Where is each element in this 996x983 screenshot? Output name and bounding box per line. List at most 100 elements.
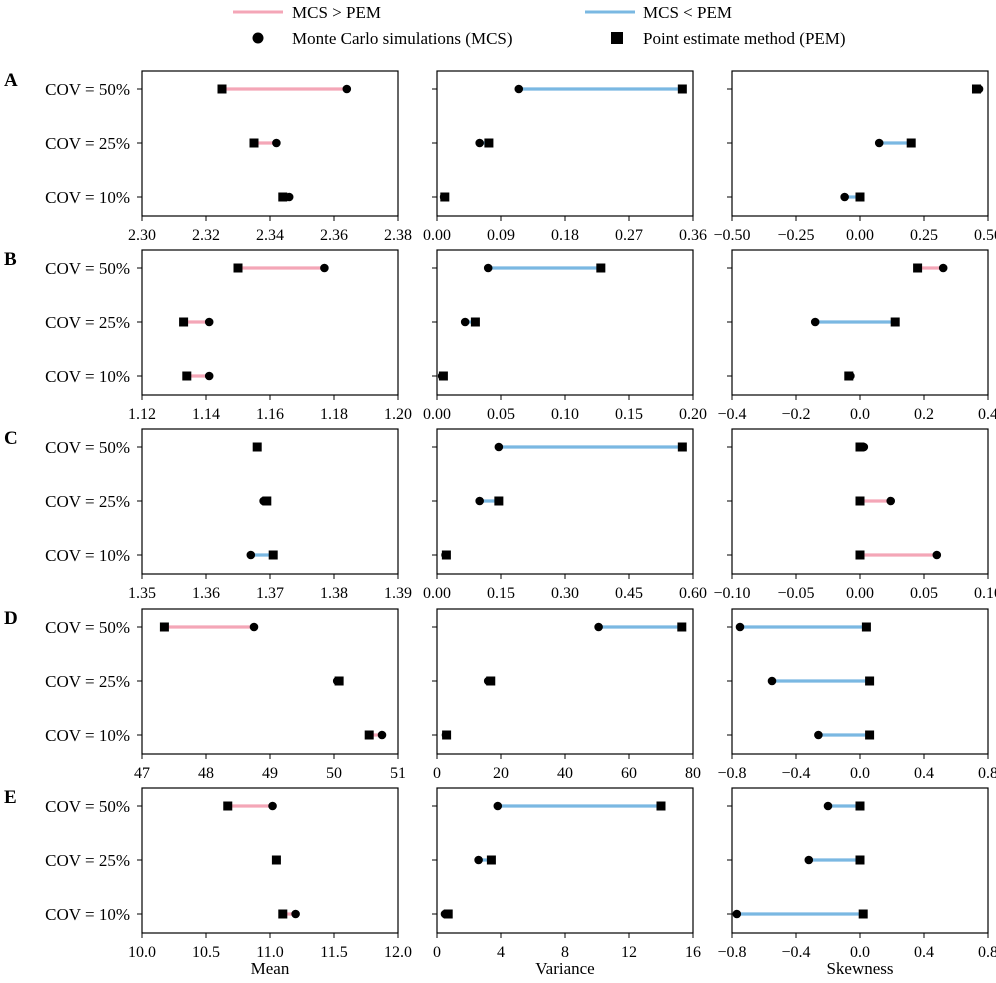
mcs-marker xyxy=(439,192,449,202)
plot-E-mean: 10.0 10.5 11.0 11.5 12.0 COV = 50% COV = 25% CO… xyxy=(45,787,412,961)
pem-marker xyxy=(855,855,865,865)
pem-marker xyxy=(677,84,687,94)
pem-marker xyxy=(179,317,189,327)
panel-label-C: C xyxy=(4,428,18,449)
x-tick-label: 1.35 xyxy=(128,585,156,602)
mcs-marker xyxy=(272,138,281,148)
pem-marker xyxy=(656,801,666,811)
x-tick-label: −0.8 xyxy=(717,765,746,782)
legend-square-marker xyxy=(611,32,623,44)
pem-marker xyxy=(855,496,865,506)
y-tick-label: COV = 50% xyxy=(45,259,130,278)
mcs-marker xyxy=(474,855,483,865)
x-tick-label: 12 xyxy=(621,944,637,961)
x-tick-label: −0.05 xyxy=(777,585,814,602)
y-tick-label: COV = 25% xyxy=(45,313,130,332)
plot-frame xyxy=(436,608,694,755)
plot-B-variance: 0.00 0.05 0.10 0.15 0.20 xyxy=(423,249,707,423)
mcs-marker xyxy=(594,622,603,632)
pem-marker xyxy=(677,442,687,452)
pem-marker xyxy=(223,801,233,811)
mcs-marker xyxy=(974,84,984,94)
x-tick-label: −0.4 xyxy=(717,406,746,423)
legend-circle-marker xyxy=(252,32,264,44)
x-tick-label: 4 xyxy=(497,944,505,961)
mcs-marker xyxy=(810,317,820,327)
x-tick-label: 0.0 xyxy=(850,406,870,423)
x-tick-label: 0.60 xyxy=(679,585,707,602)
mcs-marker xyxy=(735,622,745,632)
legend-label-2: Monte Carlo simulations (MCS) xyxy=(292,29,513,48)
x-tick-label: 1.14 xyxy=(192,406,220,423)
mcs-marker xyxy=(291,909,300,919)
x-tick-label: −0.10 xyxy=(713,585,750,602)
mcs-marker xyxy=(259,496,268,506)
x-tick-label: 0.4 xyxy=(978,406,996,423)
mcs-marker xyxy=(441,730,451,740)
x-tick-label: 2.36 xyxy=(320,227,348,244)
panel-label-B: B xyxy=(4,249,17,270)
panel-label-D: D xyxy=(4,608,18,629)
y-tick-label: COV = 10% xyxy=(45,726,130,745)
x-tick-label: 0.10 xyxy=(974,585,996,602)
x-tick-label: 0.15 xyxy=(487,585,515,602)
x-tick-label: −0.8 xyxy=(717,944,746,961)
mcs-marker xyxy=(874,138,884,148)
pem-marker xyxy=(906,138,916,148)
x-tick-label: 8 xyxy=(561,944,569,961)
x-tick-label: 50 xyxy=(326,765,342,782)
x-tick-label: 0.00 xyxy=(846,227,874,244)
x-tick-label: 0.27 xyxy=(615,227,643,244)
mcs-marker xyxy=(204,371,214,381)
x-tick-label: 0.00 xyxy=(423,585,451,602)
x-tick-label: −0.50 xyxy=(713,227,750,244)
x-tick-label: 0 xyxy=(433,765,441,782)
x-tick-label: −0.25 xyxy=(777,227,814,244)
mcs-marker xyxy=(823,801,833,811)
x-tick-label: 0.2 xyxy=(914,406,934,423)
x-tick-label: 0.09 xyxy=(487,227,515,244)
mcs-marker xyxy=(846,371,855,381)
mcs-marker xyxy=(494,442,504,452)
plot-B-mean: 1.12 1.14 1.16 1.18 1.20 COV = 50% COV = 25% CO… xyxy=(45,249,412,423)
pem-marker xyxy=(865,730,875,740)
mcs-marker xyxy=(767,676,777,686)
x-tick-label: 1.20 xyxy=(384,406,412,423)
pem-marker xyxy=(470,317,480,327)
pem-marker xyxy=(890,317,900,327)
x-tick-label: 1.18 xyxy=(320,406,348,423)
x-tick-label: 80 xyxy=(685,765,701,782)
x-tick-label: 1.36 xyxy=(192,585,220,602)
pem-marker xyxy=(486,855,496,865)
mcs-marker xyxy=(342,84,352,94)
x-tick-label: 49 xyxy=(262,765,278,782)
mcs-marker xyxy=(932,550,942,560)
x-tick-label: 0.0 xyxy=(850,944,870,961)
mcs-marker xyxy=(938,263,948,273)
mcs-marker xyxy=(814,730,823,740)
mcs-marker xyxy=(859,442,869,452)
x-tick-label: 12.0 xyxy=(384,944,412,961)
x-tick-label: 0.00 xyxy=(846,585,874,602)
plot-frame xyxy=(141,787,399,934)
x-tick-label: 60 xyxy=(621,765,637,782)
mcs-marker xyxy=(252,442,262,452)
x-axis-label-mean: Mean xyxy=(251,959,290,978)
mcs-marker xyxy=(437,371,447,381)
x-tick-label: 0.00 xyxy=(423,406,451,423)
plot-E-variance: 0 4 8 12 16 xyxy=(432,787,701,961)
x-tick-label: 20 xyxy=(493,765,509,782)
x-tick-label: 0.30 xyxy=(551,585,579,602)
y-tick-label: COV = 10% xyxy=(45,188,130,207)
mcs-marker xyxy=(377,730,387,740)
chart-panels: A 2.30 2.32 2.34 2.36 2.38 COV = 50% COV = 25% C… xyxy=(4,70,996,961)
pem-marker xyxy=(677,622,687,632)
mcs-marker xyxy=(246,550,256,560)
mcs-marker xyxy=(514,84,524,94)
mcs-marker xyxy=(284,192,294,202)
x-tick-label: 11.5 xyxy=(320,944,347,961)
mcs-marker xyxy=(886,496,896,506)
x-tick-label: 0.8 xyxy=(978,765,996,782)
y-tick-label: COV = 50% xyxy=(45,438,130,457)
x-tick-label: 1.38 xyxy=(320,585,348,602)
